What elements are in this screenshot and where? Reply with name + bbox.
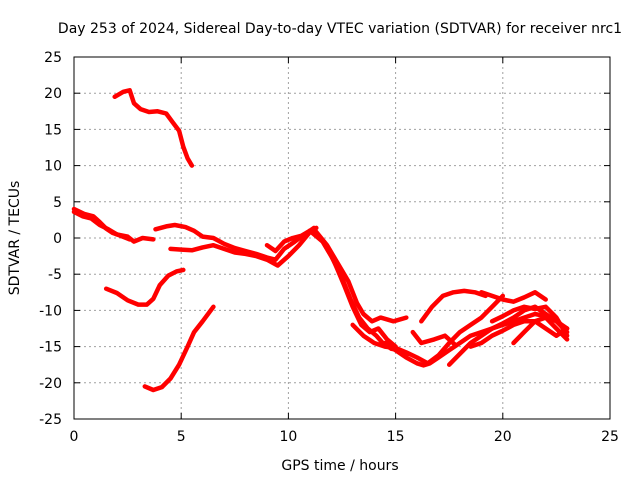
series-line-trace-7 [103,267,186,307]
x-tick-label: 25 [601,429,619,445]
series-line-trace-14 [446,304,570,367]
series-line-trace-15 [419,288,488,324]
y-tick-label: 15 [44,122,62,138]
y-tick-label: -20 [39,376,62,392]
series-line-trace-18 [489,304,570,338]
series-line-trace-3 [71,206,132,242]
x-tick-label: 5 [177,429,186,445]
x-tick-label: 10 [279,429,297,445]
y-axis-label: SDTVAR / TECUs [7,181,23,296]
series-line-trace-20 [410,329,458,348]
y-tick-label: -10 [39,303,62,319]
series-line-trace-9 [311,227,409,324]
series-line-trace-1 [112,88,195,168]
series-line-trace-4 [153,222,317,262]
x-axis-label: GPS time / hours [281,458,398,474]
y-tick-label: 5 [53,195,62,211]
series-line-trace-5 [168,229,313,268]
x-tick-label: 15 [387,429,405,445]
series-group [71,88,570,393]
series-line-trace-17 [468,319,570,349]
y-tick-label: 20 [44,86,62,102]
x-tick-label: 20 [494,429,512,445]
y-tick-label: 10 [44,159,62,175]
y-tick-label: -5 [48,267,62,283]
series-line-trace-8 [142,304,216,393]
series-line-trace-19 [511,315,570,346]
series-line-trace-13 [382,311,570,368]
y-tick-label: -15 [39,340,62,356]
y-tick-label: -25 [39,412,62,428]
chart-title: Day 253 of 2024, Sidereal Day-to-day VTE… [58,21,622,37]
y-tick-label: 25 [44,50,62,66]
x-tick-label: 0 [70,429,79,445]
y-tick-label: 0 [53,231,62,247]
axis-ticks: 0 5 10 15 20 25 -25 -20 -15 -10 -5 0 5 10 15 20 25 [39,50,619,445]
series-line-trace-16 [479,290,548,304]
